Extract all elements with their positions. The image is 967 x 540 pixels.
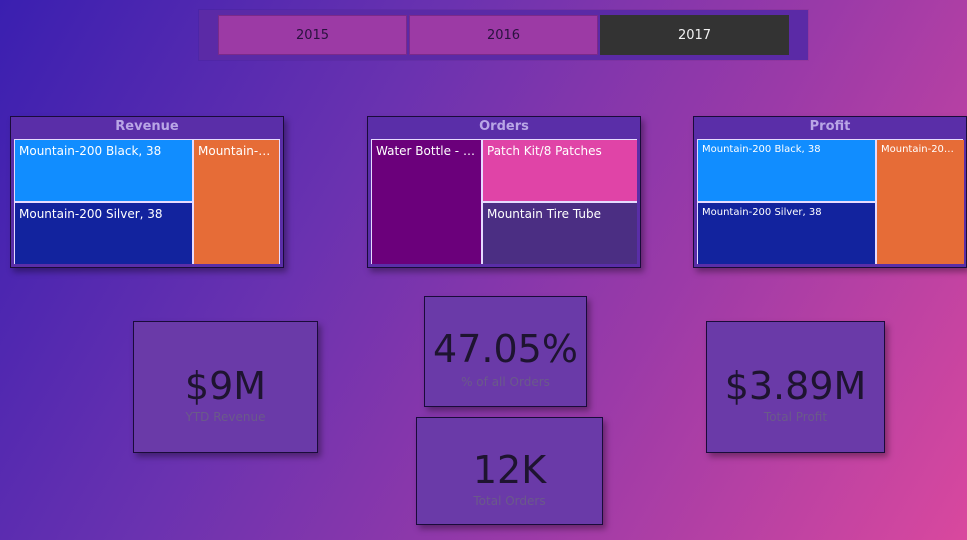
year-button-2016[interactable]: 2016 <box>409 15 598 55</box>
revenue-treemap-title: Revenue <box>115 119 179 134</box>
revenue-tile-silver-38[interactable]: Mountain-200 Silver, 38 <box>15 203 192 264</box>
ytd-revenue-label: YTD Revenue <box>185 410 266 424</box>
profit-tile-third[interactable]: Mountain-200 S... <box>877 140 964 264</box>
pct-orders-value: 47.05% <box>433 327 578 371</box>
pct-orders-card: 47.05% % of all Orders <box>424 296 587 407</box>
ytd-revenue-card: $9M YTD Revenue <box>133 321 318 453</box>
profit-treemap: Profit Mountain-200 Black, 38 Mountain-2… <box>693 116 967 268</box>
orders-tile-patch-kit[interactable]: Patch Kit/8 Patches <box>483 140 637 201</box>
revenue-tile-third[interactable]: Mountain-20... <box>194 140 279 264</box>
year-slicer: 2015 2016 2017 <box>199 10 808 60</box>
profit-tile-black-38[interactable]: Mountain-200 Black, 38 <box>698 140 875 201</box>
total-profit-label: Total Profit <box>763 410 828 424</box>
profit-treemap-title: Profit <box>809 119 851 134</box>
year-button-2015[interactable]: 2015 <box>218 15 407 55</box>
orders-treemap-plot: Water Bottle - 30... Patch Kit/8 Patches… <box>371 139 637 264</box>
profit-tile-silver-38[interactable]: Mountain-200 Silver, 38 <box>698 203 875 264</box>
orders-treemap-title: Orders <box>479 119 529 134</box>
revenue-tile-black-38[interactable]: Mountain-200 Black, 38 <box>15 140 192 201</box>
total-profit-card: $3.89M Total Profit <box>706 321 885 453</box>
orders-tile-tire-tube[interactable]: Mountain Tire Tube <box>483 203 637 264</box>
total-orders-card: 12K Total Orders <box>416 417 603 525</box>
orders-treemap: Orders Water Bottle - 30... Patch Kit/8 … <box>367 116 641 268</box>
pct-orders-label: % of all Orders <box>461 375 550 389</box>
ytd-revenue-value: $9M <box>184 364 267 408</box>
total-orders-value: 12K <box>472 448 547 492</box>
orders-tile-water-bottle[interactable]: Water Bottle - 30... <box>372 140 481 264</box>
revenue-treemap-plot: Mountain-200 Black, 38 Mountain-200 Silv… <box>14 139 280 264</box>
revenue-treemap: Revenue Mountain-200 Black, 38 Mountain-… <box>10 116 284 268</box>
year-button-2017[interactable]: 2017 <box>600 15 789 55</box>
total-orders-label: Total Orders <box>473 494 546 508</box>
total-profit-value: $3.89M <box>724 364 867 408</box>
profit-treemap-plot: Mountain-200 Black, 38 Mountain-200 Silv… <box>697 139 964 264</box>
